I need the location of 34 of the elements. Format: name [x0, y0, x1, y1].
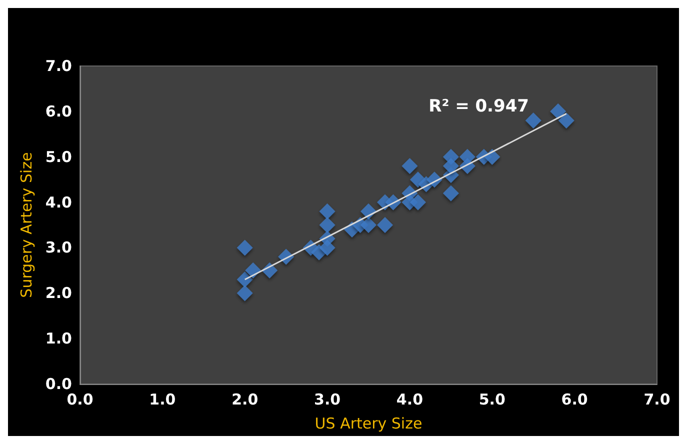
x-tick-label: 1.0: [149, 390, 176, 408]
y-tick-label: 4.0: [45, 193, 72, 212]
point: [525, 112, 542, 129]
x-tick-label: 6.0: [561, 390, 588, 408]
y-tick-label: 2.0: [45, 284, 72, 302]
x-tick-label: 5.0: [478, 390, 506, 408]
x-tick-label: 3.0: [314, 390, 341, 408]
x-axis-title: US Artery Size: [314, 414, 422, 432]
y-tick-label: 0.0: [45, 375, 72, 393]
point: [558, 112, 574, 129]
point: [442, 185, 459, 202]
point: [410, 194, 426, 210]
point: [319, 217, 336, 233]
annotation: R² = 0.947: [428, 96, 529, 116]
point: [236, 272, 253, 288]
y-tick-label: 5.0: [45, 148, 72, 166]
point: [319, 203, 336, 220]
x-tick-label: 7.0: [644, 390, 670, 408]
y-tick-label: 6.0: [45, 102, 72, 120]
point: [319, 240, 336, 256]
y-axis-title: Surgery Artery Size: [18, 152, 36, 298]
y-tick-label: 1.0: [45, 330, 72, 348]
x-tick-label: 2.0: [232, 390, 258, 408]
y-tick-label: 3.0: [45, 238, 72, 257]
point: [236, 240, 253, 256]
point: [442, 158, 459, 174]
x-tick-label: 0.0: [66, 390, 94, 408]
x-tick-label: 4.0: [396, 390, 424, 408]
point: [236, 285, 253, 302]
point: [402, 158, 418, 174]
point: [376, 217, 393, 233]
point: [550, 103, 566, 120]
y-tick-label: 7.0: [45, 57, 72, 75]
point: [360, 217, 376, 233]
